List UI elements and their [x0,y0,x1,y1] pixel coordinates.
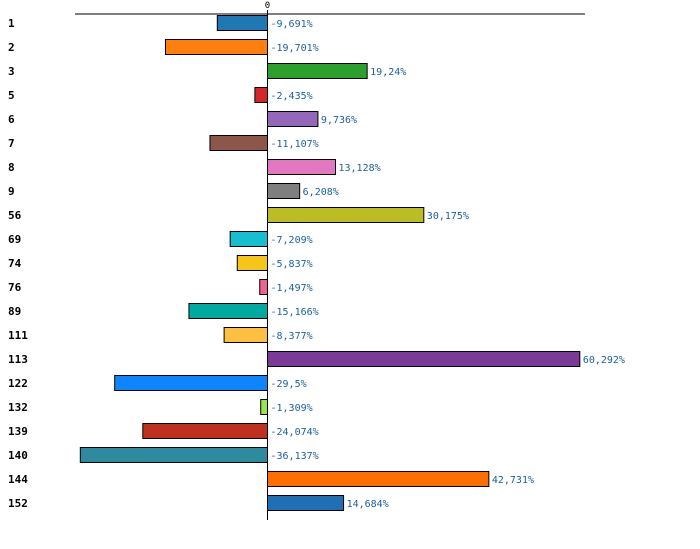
bar-6 [267,111,319,127]
bar-122 [114,375,268,391]
bar-111 [223,327,269,343]
bar-139 [142,423,268,439]
value-labels: -9,691% -19,701% 19,24% -2,435% 9,736% -11,10… [271,19,625,510]
category-label-152: 152 [8,497,28,510]
category-label-89: 89 [8,305,21,318]
value-label-8: 13,128% [339,163,381,174]
bars-group [79,15,581,511]
bar-2 [164,39,268,55]
value-label-132: -1,309% [271,403,313,414]
value-label-113: 60,292% [583,355,625,366]
category-label-113: 113 [8,353,28,366]
value-label-6: 9,736% [321,115,357,126]
category-label-111: 111 [8,329,28,342]
category-label-69: 69 [8,233,21,246]
category-label-140: 140 [8,449,28,462]
value-label-122: -29,5% [271,379,307,390]
category-label-6: 6 [8,113,15,126]
bar-9 [267,183,301,199]
bar-5 [254,87,269,103]
bar-69 [229,231,268,247]
value-label-89: -15,166% [271,307,319,318]
value-label-2: -19,701% [271,43,319,54]
bar-7 [209,135,269,151]
category-label-76: 76 [8,281,22,294]
category-labels: 1235678956697476891111131221321391401441… [8,17,28,510]
bar-132 [260,399,269,415]
category-label-3: 3 [8,65,15,78]
value-label-3: 19,24% [370,67,406,78]
category-label-9: 9 [8,185,15,198]
value-label-152: 14,684% [347,499,389,510]
value-label-140: -36,137% [271,451,319,462]
value-label-74: -5,837% [271,259,313,270]
bar-56 [267,207,425,223]
value-label-111: -8,377% [271,331,313,342]
category-label-7: 7 [8,137,15,150]
bar-74 [236,255,269,271]
category-label-132: 132 [8,401,28,414]
value-label-139: -24,074% [271,427,319,438]
bar-76 [259,279,269,295]
zero-tick-label: 0 [265,1,270,11]
bar-140 [79,447,269,463]
category-label-56: 56 [8,209,22,222]
category-label-1: 1 [8,17,15,30]
category-label-144: 144 [8,473,28,486]
value-label-69: -7,209% [271,235,313,246]
bar-89 [188,303,269,319]
bar-144 [267,471,490,487]
value-label-76: -1,497% [271,283,313,294]
value-label-56: 30,175% [427,211,469,222]
bar-1 [216,15,268,31]
category-label-5: 5 [8,89,15,102]
bar-3 [267,63,368,79]
category-label-122: 122 [8,377,28,390]
value-label-144: 42,731% [492,475,534,486]
value-label-7: -11,107% [271,139,319,150]
value-label-5: -2,435% [271,91,313,102]
category-label-2: 2 [8,41,15,54]
bar-152 [267,495,345,511]
category-label-139: 139 [8,425,28,438]
value-label-9: 6,208% [303,187,339,198]
category-label-8: 8 [8,161,15,174]
bar-113 [267,351,581,367]
value-label-1: -9,691% [271,19,313,30]
category-label-74: 74 [8,257,22,270]
bar-8 [267,159,337,175]
